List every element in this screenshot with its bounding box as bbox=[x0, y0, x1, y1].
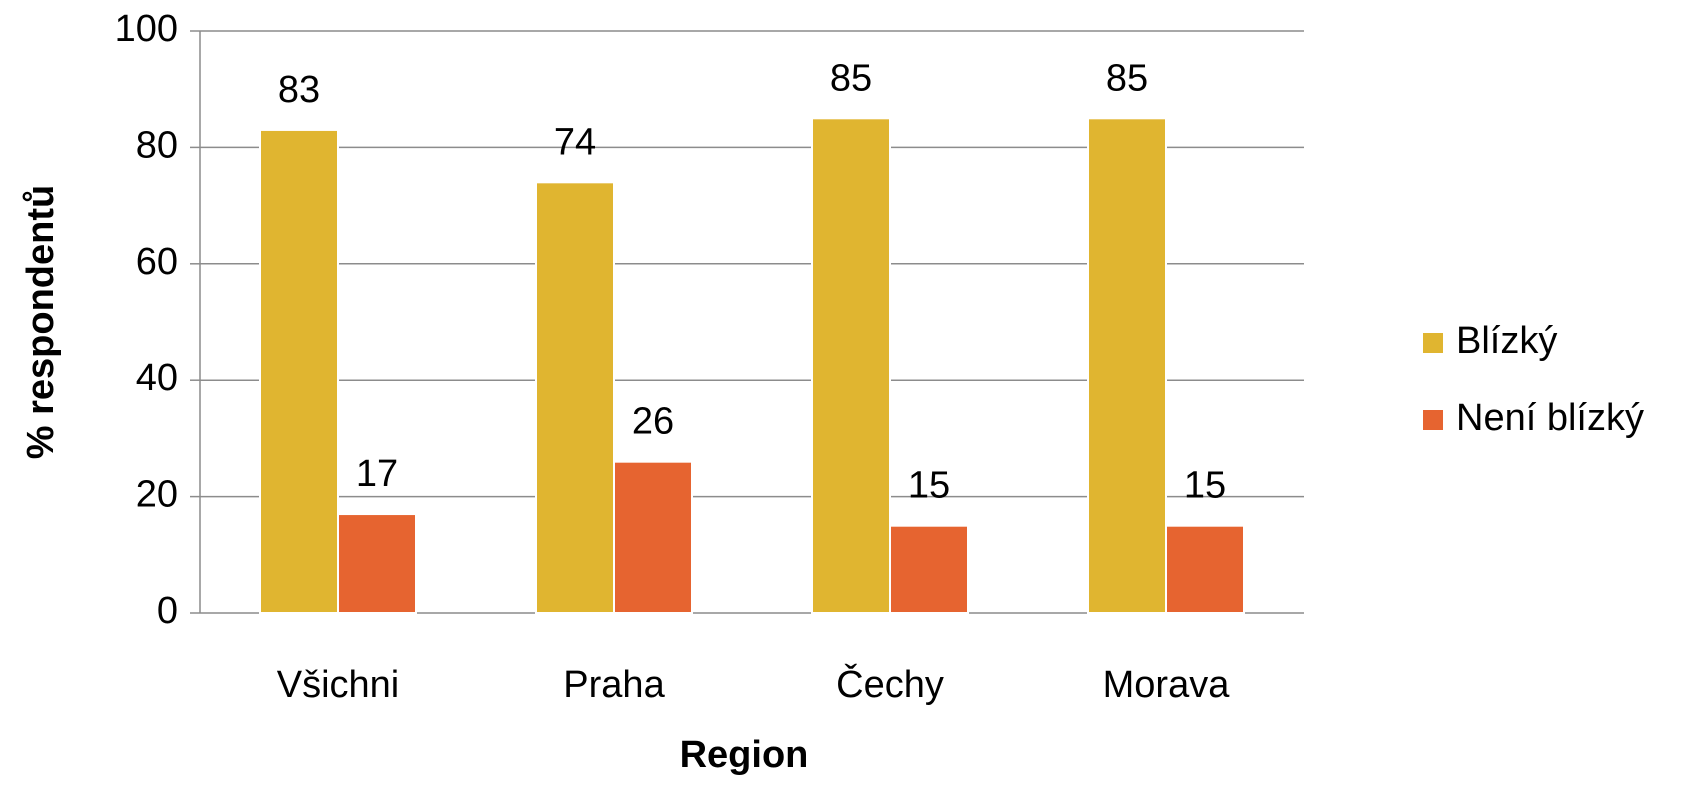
data-label: 26 bbox=[632, 401, 674, 443]
x-tick-label: Praha bbox=[563, 664, 665, 706]
data-label: 15 bbox=[1184, 465, 1226, 507]
data-label: 85 bbox=[830, 57, 872, 99]
bar bbox=[613, 460, 693, 614]
bar bbox=[535, 181, 615, 614]
bar bbox=[889, 524, 969, 615]
bar bbox=[811, 117, 891, 615]
bar bbox=[337, 513, 417, 614]
y-axis-title: % respondentů bbox=[20, 185, 62, 459]
legend-swatch bbox=[1423, 410, 1443, 430]
y-tick-label: 60 bbox=[136, 241, 178, 283]
y-tick-label: 80 bbox=[136, 124, 178, 166]
x-tick-label: Všichni bbox=[277, 664, 400, 706]
y-tick-label: 40 bbox=[136, 357, 178, 399]
data-label: 83 bbox=[278, 69, 320, 111]
y-tick-label: 20 bbox=[136, 474, 178, 516]
data-label: 74 bbox=[554, 121, 596, 163]
x-axis-title: Region bbox=[680, 734, 809, 776]
bar bbox=[1087, 117, 1167, 615]
legend-swatch bbox=[1423, 333, 1443, 353]
x-tick-label: Čechy bbox=[836, 662, 944, 706]
data-label: 15 bbox=[908, 465, 950, 507]
data-label: 17 bbox=[356, 453, 398, 495]
x-tick-label: Morava bbox=[1103, 664, 1231, 706]
legend-label: Blízký bbox=[1456, 320, 1557, 362]
bar bbox=[259, 128, 339, 614]
bar bbox=[1165, 524, 1245, 615]
y-tick-label: 0 bbox=[157, 590, 178, 632]
data-label: 85 bbox=[1106, 57, 1148, 99]
legend-label: Není blízký bbox=[1456, 397, 1644, 439]
y-tick-label: 100 bbox=[115, 8, 178, 50]
